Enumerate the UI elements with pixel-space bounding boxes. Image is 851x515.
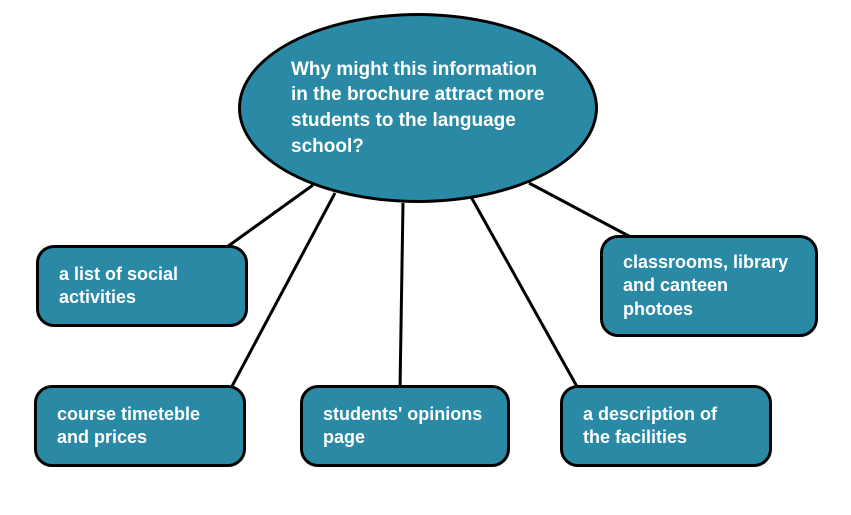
node-classrooms-library: classrooms, library and canteen photoes: [600, 235, 818, 337]
node-social-activities: a list of social activities: [36, 245, 248, 327]
connector-line: [529, 183, 640, 242]
node-text: a list of social activities: [59, 263, 225, 310]
connector-line: [220, 185, 313, 252]
node-text: students' opinions page: [323, 403, 487, 450]
node-text: a description of the facilities: [583, 403, 749, 450]
node-course-timetable: course timeteble and prices: [34, 385, 246, 467]
node-text: classrooms, library and canteen photoes: [623, 251, 795, 321]
node-description-facilities: a description of the facilities: [560, 385, 772, 467]
node-text: course timeteble and prices: [57, 403, 223, 450]
center-node-text: Why might this information in the brochu…: [291, 57, 545, 160]
connector-line: [470, 195, 580, 392]
center-node: Why might this information in the brochu…: [238, 13, 598, 203]
connector-line: [400, 203, 403, 390]
node-students-opinions: students' opinions page: [300, 385, 510, 467]
